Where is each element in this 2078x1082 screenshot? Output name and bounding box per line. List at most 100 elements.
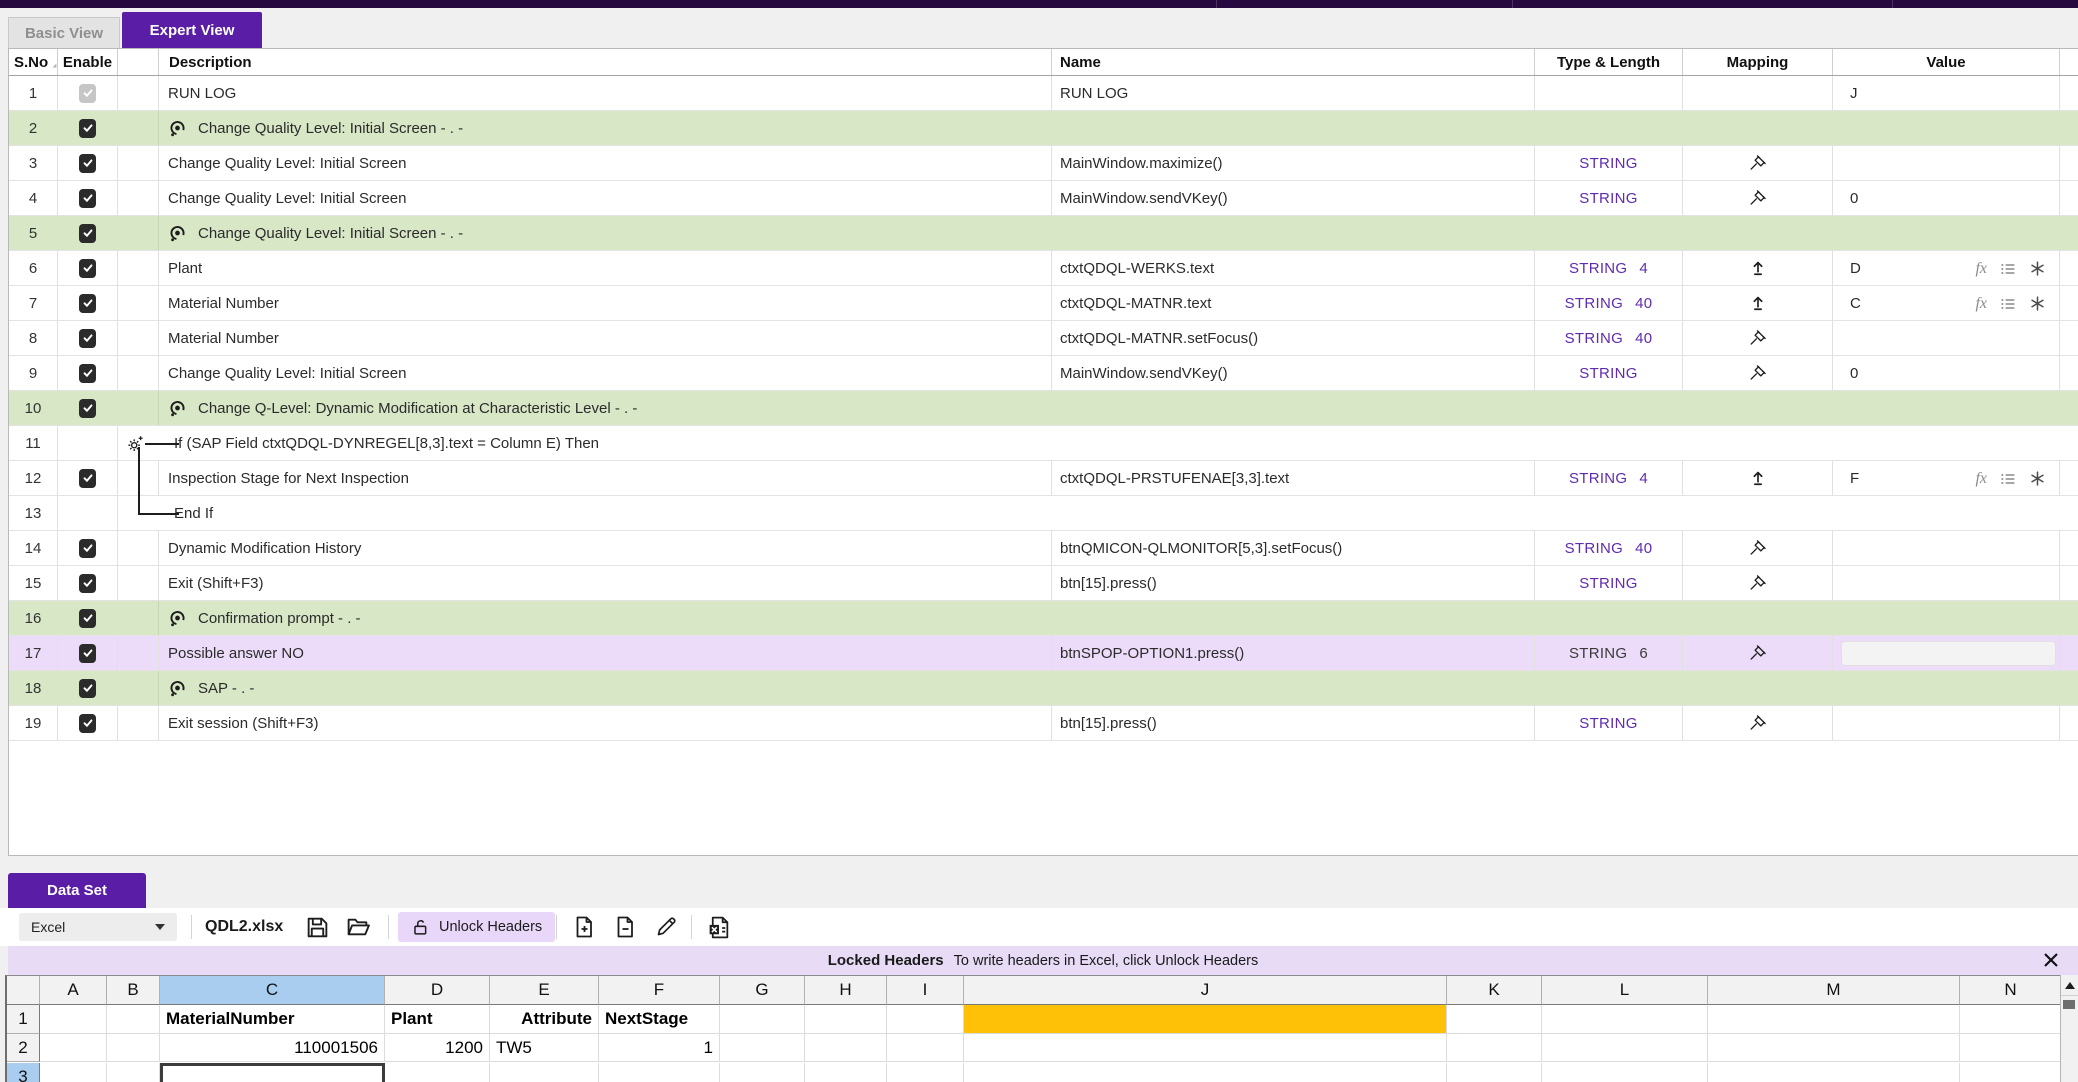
name-cell[interactable]: MainWindow.sendVKey(): [1051, 181, 1534, 215]
cell-G3[interactable]: [720, 1063, 805, 1082]
description-cell[interactable]: Exit (Shift+F3): [158, 566, 1051, 600]
table-row[interactable]: 8 Material Number ctxtQDQL-MATNR.setFocu…: [9, 321, 2078, 356]
save-button[interactable]: [305, 915, 330, 940]
description-cell[interactable]: Plant: [158, 251, 1051, 285]
sheet-col-K[interactable]: K: [1447, 976, 1542, 1005]
value-cell[interactable]: [1832, 706, 2059, 740]
table-row[interactable]: 9 Change Quality Level: Initial Screen M…: [9, 356, 2078, 391]
sheet-col-M[interactable]: M: [1708, 976, 1960, 1005]
cell-F2[interactable]: 1: [599, 1034, 720, 1062]
value-actions[interactable]: fx: [1975, 251, 2046, 285]
pushpin-icon[interactable]: [1748, 574, 1767, 593]
table-row[interactable]: 1 RUN LOG RUN LOG J: [9, 76, 2078, 111]
enable-checkbox[interactable]: [79, 328, 96, 348]
upload-icon[interactable]: [1748, 293, 1768, 313]
value-cell[interactable]: [1832, 146, 2059, 180]
list-icon[interactable]: [2000, 471, 2016, 487]
open-file-button[interactable]: [345, 915, 371, 940]
enable-checkbox[interactable]: [79, 713, 96, 733]
enable-checkbox[interactable]: [79, 608, 96, 628]
cell-H2[interactable]: [805, 1034, 887, 1062]
column-header-sno[interactable]: S.No: [9, 49, 57, 75]
table-row-selected[interactable]: 17 Possible answer NO btnSPOP-OPTION1.pr…: [9, 636, 2078, 671]
table-row-group[interactable]: 16 Confirmation prompt - . -: [9, 601, 2078, 636]
tab-basic-view[interactable]: Basic View: [8, 17, 120, 49]
cell-M1[interactable]: [1708, 1005, 1960, 1034]
upload-icon[interactable]: [1748, 468, 1768, 488]
mapping-cell[interactable]: [1682, 181, 1832, 215]
group-description-cell[interactable]: Confirmation prompt - . -: [158, 601, 2078, 635]
column-header-mapping[interactable]: Mapping: [1682, 49, 1832, 75]
fx-icon[interactable]: fx: [1975, 294, 1987, 312]
cell-B1[interactable]: [107, 1005, 160, 1034]
pushpin-icon[interactable]: [1748, 154, 1767, 173]
open-in-excel-button[interactable]: [706, 915, 732, 940]
column-header-type-length[interactable]: Type & Length: [1534, 49, 1682, 75]
asterisk-icon[interactable]: [2029, 470, 2046, 487]
cell-J3[interactable]: [964, 1063, 1447, 1082]
sheet-col-D[interactable]: D: [385, 976, 490, 1005]
name-cell[interactable]: btn[15].press(): [1051, 566, 1534, 600]
value-cell[interactable]: J: [1832, 76, 2059, 110]
mapping-cell[interactable]: [1682, 531, 1832, 565]
table-row-group[interactable]: 5 Change Quality Level: Initial Screen -…: [9, 216, 2078, 251]
pushpin-icon[interactable]: [1748, 364, 1767, 383]
cell-E1[interactable]: Attribute: [490, 1005, 599, 1034]
sheet-col-A[interactable]: A: [40, 976, 107, 1005]
table-row-if-condition[interactable]: 11 If (SAP Field ctxtQDQL-DYNREGEL[8,3].…: [9, 426, 2078, 461]
tab-data-set[interactable]: Data Set: [8, 873, 146, 908]
cell-D2[interactable]: 1200: [385, 1034, 490, 1062]
description-cell[interactable]: Possible answer NO: [158, 636, 1051, 670]
name-cell[interactable]: ctxtQDQL-MATNR.setFocus(): [1051, 321, 1534, 355]
mapping-cell[interactable]: [1682, 321, 1832, 355]
enable-checkbox[interactable]: [79, 643, 96, 663]
cell-E2[interactable]: TW5: [490, 1034, 599, 1062]
sheet-col-L[interactable]: L: [1542, 976, 1708, 1005]
column-header-description[interactable]: Description: [158, 49, 1051, 75]
name-cell[interactable]: btnQMICON-QLMONITOR[5,3].setFocus(): [1051, 531, 1534, 565]
cell-H1[interactable]: [805, 1005, 887, 1034]
description-cell[interactable]: Change Quality Level: Initial Screen: [158, 181, 1051, 215]
sheet-col-G[interactable]: G: [720, 976, 805, 1005]
mapping-cell[interactable]: [1682, 356, 1832, 390]
remove-row-button[interactable]: [613, 915, 637, 939]
cell-K3[interactable]: [1447, 1063, 1542, 1082]
sheet-row-3-selected[interactable]: 3: [7, 1063, 40, 1082]
sheet-col-I[interactable]: I: [887, 976, 964, 1005]
cell-N2[interactable]: [1960, 1034, 2062, 1062]
cell-C3-active[interactable]: [160, 1063, 385, 1082]
table-row[interactable]: 15 Exit (Shift+F3) btn[15].press() STRIN…: [9, 566, 2078, 601]
end-if-cell[interactable]: End If: [174, 504, 214, 522]
table-row[interactable]: 3 Change Quality Level: Initial Screen M…: [9, 146, 2078, 181]
name-cell[interactable]: MainWindow.maximize(): [1051, 146, 1534, 180]
enable-checkbox[interactable]: [79, 223, 96, 243]
table-row[interactable]: 12 Inspection Stage for Next Inspection …: [9, 461, 2078, 496]
mapping-cell[interactable]: [1682, 251, 1832, 285]
sheet-col-N[interactable]: N: [1960, 976, 2062, 1005]
name-cell[interactable]: btnSPOP-OPTION1.press(): [1051, 636, 1534, 670]
cell-J2[interactable]: [964, 1034, 1447, 1062]
value-cell[interactable]: [1832, 566, 2059, 600]
enable-checkbox[interactable]: [79, 363, 96, 383]
enable-checkbox[interactable]: [79, 678, 96, 698]
table-row[interactable]: 7 Material Number ctxtQDQL-MATNR.text ST…: [9, 286, 2078, 321]
value-cell[interactable]: [1832, 636, 2059, 670]
sheet-row-1[interactable]: 1: [7, 1005, 40, 1034]
enable-checkbox[interactable]: [79, 258, 96, 278]
enable-checkbox[interactable]: [79, 188, 96, 208]
group-description-cell[interactable]: Change Quality Level: Initial Screen - .…: [158, 111, 2078, 145]
cell-N3[interactable]: [1960, 1063, 2062, 1082]
mapping-cell[interactable]: [1682, 566, 1832, 600]
sheet-col-B[interactable]: B: [107, 976, 160, 1005]
group-description-cell[interactable]: Change Q-Level: Dynamic Modification at …: [158, 391, 2078, 425]
if-condition-cell[interactable]: If (SAP Field ctxtQDQL-DYNREGEL[8,3].tex…: [174, 434, 600, 452]
value-cell[interactable]: 0: [1832, 356, 2059, 390]
enable-checkbox[interactable]: [79, 118, 96, 138]
tab-expert-view[interactable]: Expert View: [122, 12, 262, 48]
asterisk-icon[interactable]: [2029, 260, 2046, 277]
cell-I3[interactable]: [887, 1063, 964, 1082]
mapping-cell[interactable]: [1682, 146, 1832, 180]
table-row-group[interactable]: 18 SAP - . -: [9, 671, 2078, 706]
